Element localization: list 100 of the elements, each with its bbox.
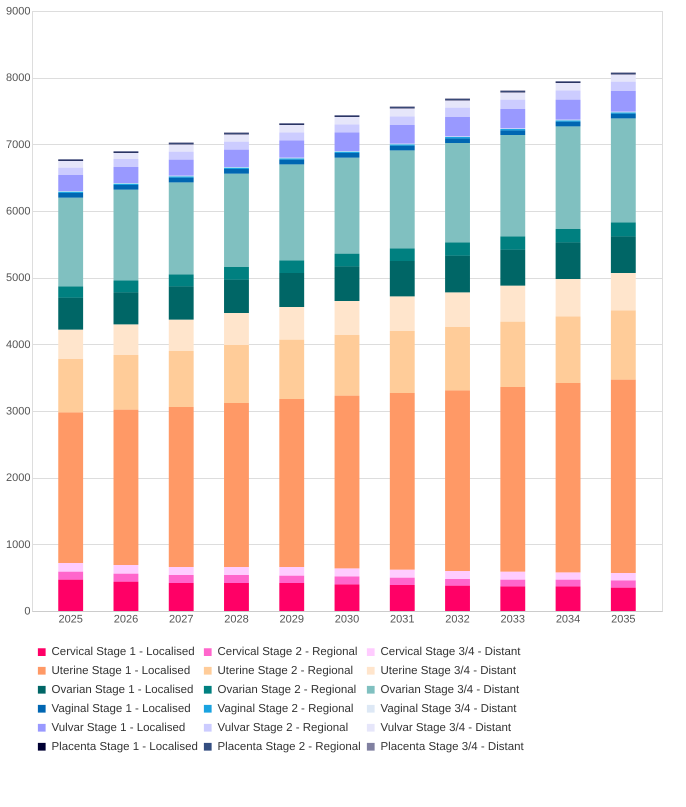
bar [334,576,360,584]
bar [334,158,360,254]
bar [279,164,304,260]
bar [445,390,470,571]
bar [610,91,636,112]
bar [224,174,249,267]
bar [610,310,636,380]
x-tick-label: 2029 [279,614,304,626]
bar [279,260,304,273]
bar [334,117,360,124]
bar [334,568,360,576]
bar [334,132,360,151]
bar [390,393,415,570]
bar [445,117,470,136]
bar [58,412,84,563]
bar [279,340,304,399]
bar [500,92,526,100]
bar [390,578,415,585]
bar [224,280,249,313]
bar [445,571,470,579]
bar [334,335,360,396]
bar [390,116,415,125]
bar [445,143,470,242]
y-tick-label: 6000 [6,206,30,218]
bar [114,565,138,574]
legend-label: Cervical Stage 3/4 - Distant [380,646,522,658]
bar [168,407,194,567]
legend-label: Uterine Stage 1 - Localised [52,664,190,677]
bar [168,274,194,286]
bar [114,159,138,167]
bar [500,130,526,135]
bar [610,580,636,588]
bar [556,242,580,279]
bar [279,140,304,158]
bar [114,280,138,292]
legend-label: Vulvar Stage 1 - Localised [52,722,186,734]
bar [279,399,304,567]
bar [500,586,526,611]
x-tick-label: 2034 [556,614,580,626]
bar [334,584,360,611]
bar [224,567,249,575]
bar [610,573,636,580]
bar [224,575,249,583]
y-tick-label: 1000 [6,538,30,551]
bar [334,301,360,335]
bar [279,273,304,307]
bar [334,254,360,266]
bar [610,273,636,310]
legend-label: Ovarian Stage 3/4 - Distant [380,684,520,696]
bar [224,403,249,567]
bar [390,296,415,331]
bar [114,410,138,565]
bar [500,236,526,250]
legend-label: Vaginal Stage 1 - Localised [52,702,191,715]
bar [224,267,249,280]
bar [279,160,304,164]
bar [556,126,580,229]
bar [224,345,249,403]
bar [556,122,580,126]
bar [58,193,84,198]
bar [168,320,194,351]
legend-label: Uterine Stage 2 - Regional [218,664,354,677]
bar [445,327,470,390]
bar [334,124,360,132]
bar [556,229,580,242]
bar [500,580,526,586]
bar [168,160,194,176]
bar [168,575,194,583]
bar [114,355,138,410]
x-tick-label: 2035 [611,614,636,626]
bar [390,261,415,296]
legend-label: Placenta Stage 2 - Regional [218,740,361,753]
bar [334,153,360,158]
bar [500,135,526,236]
bar [58,198,84,286]
bar [114,153,138,159]
bar [224,313,249,345]
bar [168,286,194,320]
bar [168,567,194,575]
bar [279,125,304,132]
bar [610,222,636,236]
bar [168,152,194,160]
bar [58,572,84,580]
bar [168,351,194,407]
bar [279,307,304,340]
bar [610,74,636,82]
bar [58,359,84,412]
legend-label: Ovarian Stage 1 - Localised [52,684,194,696]
bar [500,109,526,128]
bar [556,279,580,316]
bar [224,583,249,611]
y-tick-label: 2000 [6,472,30,484]
bar [168,182,194,274]
bar [168,583,194,611]
bar [556,100,580,120]
x-tick-label: 2032 [445,614,470,626]
bar [610,380,636,573]
bar [390,248,415,261]
bar [610,118,636,222]
y-tick-label: 9000 [6,6,30,18]
